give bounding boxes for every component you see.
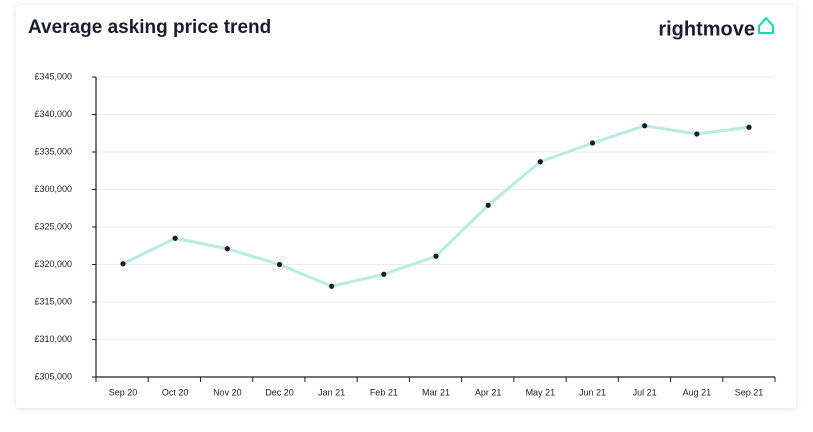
x-tick-label: Jul 21 [633, 387, 657, 397]
y-tick-label: £305,000 [34, 371, 72, 381]
y-tick-label: £345,000 [34, 71, 72, 81]
brand-icon [758, 17, 774, 34]
data-point [485, 202, 491, 208]
y-tick-label: £340,000 [34, 109, 72, 119]
y-tick-label: £325,000 [34, 221, 72, 231]
card [16, 5, 796, 408]
y-tick-label: £335,000 [34, 146, 72, 156]
x-tick-label: May 21 [526, 387, 556, 397]
x-tick-label: Dec 20 [265, 387, 294, 397]
chart-title: Average asking price trend [28, 17, 271, 38]
data-point [642, 123, 648, 129]
x-tick-label: Jan 21 [318, 387, 345, 397]
x-tick-label: Mar 21 [422, 387, 450, 397]
x-tick-label: Feb 21 [370, 387, 398, 397]
data-point [694, 131, 700, 137]
x-tick-label: Aug 21 [683, 387, 712, 397]
y-tick-label: £300,000 [34, 184, 72, 194]
x-tick-label: Nov 20 [213, 387, 242, 397]
data-point [746, 124, 752, 130]
data-point [537, 159, 543, 165]
data-point [276, 261, 283, 268]
y-tick-label: £315,000 [34, 296, 72, 306]
x-tick-label: Oct 20 [162, 387, 189, 397]
data-point [172, 235, 178, 241]
x-tick-label: Sep 20 [109, 387, 138, 397]
data-point [120, 261, 126, 267]
data-point [329, 283, 335, 289]
y-tick-label: £320,000 [34, 259, 72, 269]
brand-logo: rightmove [658, 18, 755, 40]
data-point [433, 253, 439, 259]
x-tick-label: Jun 21 [579, 387, 606, 397]
data-point [224, 246, 230, 252]
x-tick-label: Apr 21 [475, 387, 502, 397]
y-tick-label: £310,000 [34, 334, 72, 344]
x-tick-label: Sep 21 [735, 387, 764, 397]
data-point [589, 140, 596, 146]
data-point [381, 271, 387, 277]
